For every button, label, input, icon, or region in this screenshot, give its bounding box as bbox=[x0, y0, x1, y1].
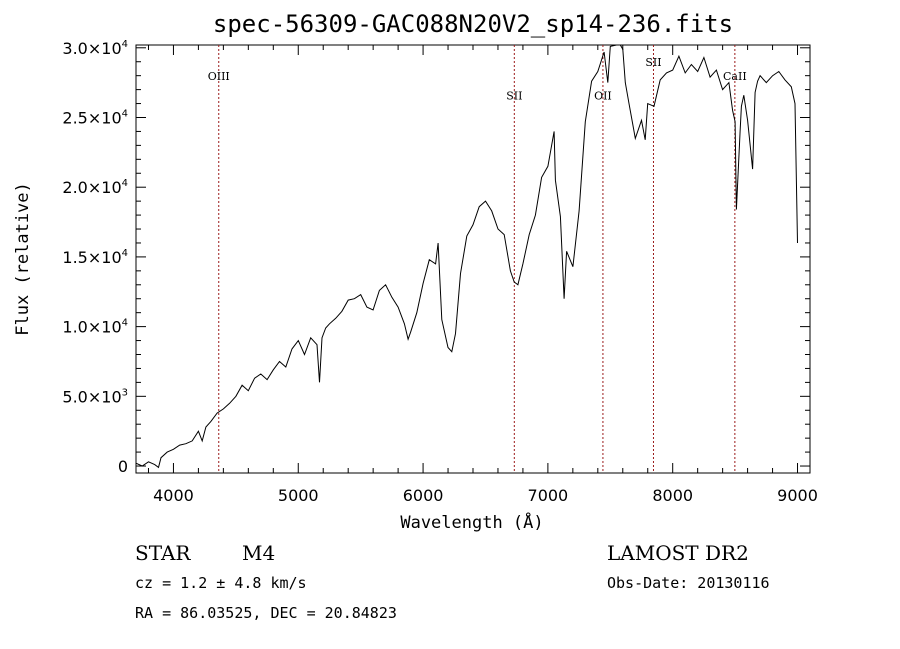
y-tick-label: 0 bbox=[118, 457, 128, 476]
y-tick-label: 2.5×104 bbox=[62, 108, 128, 127]
y-tick-label: 1.5×104 bbox=[62, 248, 128, 267]
x-tick-label: 9000 bbox=[777, 486, 818, 505]
object-type: STAR bbox=[135, 541, 191, 565]
x-tick-label: 8000 bbox=[652, 486, 693, 505]
y-tick-label: 1.0×104 bbox=[62, 318, 128, 337]
y-tick-labels: 0 5.0×103 1.0×104 1.5×104 2.0×104 2.5×104 3.0×… bbox=[62, 39, 128, 476]
coordinates-text: RA = 86.03525, DEC = 20.84823 bbox=[135, 604, 397, 622]
survey-name: LAMOST DR2 bbox=[607, 541, 749, 565]
x-tick-label: 6000 bbox=[403, 486, 444, 505]
spectrum-series-line bbox=[135, 44, 798, 469]
footer-info: STAR M4 cz = 1.2 ± 4.8 km/s RA = 86.0352… bbox=[135, 541, 770, 622]
axis-ticks bbox=[136, 45, 810, 473]
plot-frame bbox=[135, 44, 811, 474]
emission-line-markers: OIII SII OII SII CaII bbox=[208, 45, 747, 473]
plot-area: OIII SII OII SII CaII bbox=[135, 44, 811, 474]
marker-label: OII bbox=[594, 89, 612, 102]
x-tick-label: 7000 bbox=[528, 486, 569, 505]
x-tick-labels: 4000 5000 6000 7000 8000 9000 bbox=[153, 486, 818, 505]
redshift-text: cz = 1.2 ± 4.8 km/s bbox=[135, 574, 307, 592]
object-subclass: M4 bbox=[242, 541, 275, 565]
marker-label: SII bbox=[645, 56, 661, 69]
x-tick-label: 4000 bbox=[153, 486, 194, 505]
chart-title: spec-56309-GAC088N20V2_sp14-236.fits bbox=[213, 10, 733, 38]
x-tick-label: 5000 bbox=[278, 486, 319, 505]
x-axis-label: Wavelength (Å) bbox=[400, 511, 543, 533]
y-tick-label: 3.0×104 bbox=[62, 39, 128, 58]
y-tick-label: 5.0×103 bbox=[62, 387, 128, 406]
y-tick-label: 2.0×104 bbox=[62, 178, 128, 197]
marker-label: CaII bbox=[723, 70, 747, 83]
marker-label: OIII bbox=[208, 70, 230, 83]
observation-date: Obs-Date: 20130116 bbox=[607, 574, 770, 592]
marker-label: SII bbox=[506, 89, 522, 102]
y-axis-label: Flux (relative) bbox=[13, 182, 33, 336]
